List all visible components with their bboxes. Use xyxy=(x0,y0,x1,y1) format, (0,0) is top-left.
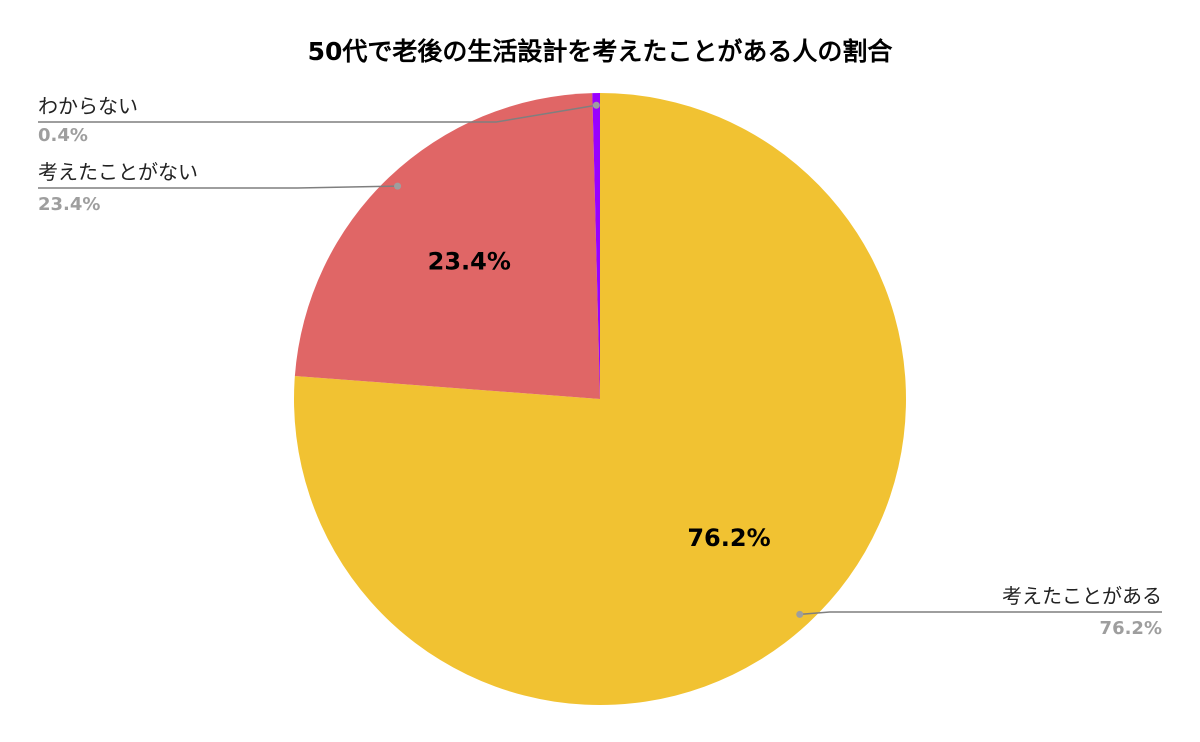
slice-2-category-label: 考えたことがない xyxy=(38,160,198,184)
slice-1-leader-line xyxy=(799,611,1162,616)
slice-3-category-label: わからない xyxy=(38,94,138,118)
slice-1-category-label: 考えたことがある xyxy=(1002,584,1162,608)
slice-2 xyxy=(294,93,600,399)
pie-slices xyxy=(294,93,907,706)
slice-1-leader-dot xyxy=(796,610,804,618)
chart-title: 50代で老後の生活設計を考えたことがある人の割合 xyxy=(308,37,894,66)
pie-outer-labels: 考えたことがある 76.2% 考えたことがない 23.4% わからない 0.4% xyxy=(38,94,1162,639)
slice-1-value-label: 76.2% xyxy=(687,524,770,552)
slice-2-percent-label: 23.4% xyxy=(38,194,100,215)
pie-inner-labels: 76.2% 23.4% xyxy=(428,248,771,553)
slice-2-value-label: 23.4% xyxy=(428,248,511,276)
slice-1 xyxy=(294,93,907,706)
slice-3-leader-line xyxy=(38,104,597,123)
slice-1-percent-label: 76.2% xyxy=(1100,618,1162,639)
slice-2-leader-line xyxy=(38,185,398,189)
slice-3 xyxy=(592,93,600,399)
slice-3-percent-label: 0.4% xyxy=(38,125,88,146)
slice-3-leader-dot xyxy=(592,101,600,109)
slice-2-leader-dot xyxy=(394,182,402,190)
